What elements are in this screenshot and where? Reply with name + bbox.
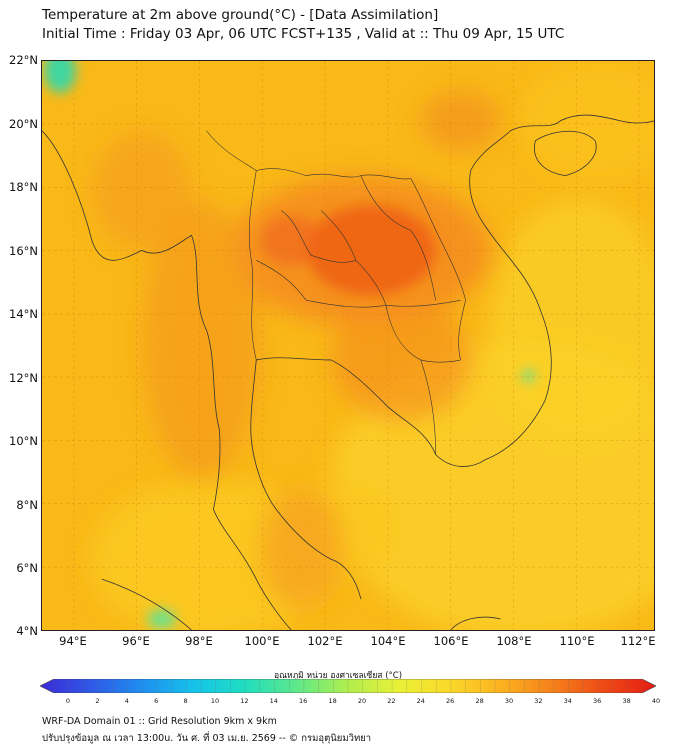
colorbar-tick-label: 14 — [269, 697, 278, 705]
lat-label-16n: 16°N — [9, 244, 38, 258]
colorbar-tick-label: 4 — [124, 697, 129, 705]
colorbar-tick-label: 16 — [299, 697, 308, 705]
colorbar-title: อุณหภูมิ หน่วย องศาเซลเซียส (°C) — [273, 671, 403, 681]
colorbar — [40, 679, 656, 693]
mild-ocean-areas — [91, 61, 654, 630]
colorbar-tick-label: 24 — [416, 697, 425, 705]
coastlines — [42, 114, 654, 630]
colorbar-tick-label: 38 — [622, 697, 631, 705]
temperature-field — [42, 61, 654, 630]
colorbar-tick-label: 22 — [387, 697, 396, 705]
lon-label-96e: 96°E — [122, 634, 150, 648]
lat-label-12n: 12°N — [9, 371, 38, 385]
warm-land-areas — [91, 90, 501, 610]
lat-label-22n: 22°N — [9, 53, 38, 67]
lon-label-108e: 108°E — [496, 634, 532, 648]
lon-label-104e: 104°E — [370, 634, 406, 648]
lat-label-20n: 20°N — [9, 117, 38, 131]
lon-label-100e: 100°E — [244, 634, 280, 648]
graticule — [42, 61, 654, 630]
lon-label-102e: 102°E — [307, 634, 343, 648]
footer-model-info: WRF-DA Domain 01 :: Grid Resolution 9km … — [42, 716, 277, 727]
lon-label-106e: 106°E — [433, 634, 469, 648]
lat-label-18n: 18°N — [9, 180, 38, 194]
colorbar-tick-label: 8 — [183, 697, 188, 705]
colorbar-tick-label: 12 — [240, 697, 249, 705]
colorbar-tick-label: 30 — [504, 697, 514, 705]
lon-label-110e: 110°E — [559, 634, 595, 648]
lat-label-10n: 10°N — [9, 434, 38, 448]
colorbar-tick-label: 40 — [651, 697, 661, 705]
colorbar-divisions — [53, 679, 643, 693]
country-borders — [206, 130, 466, 455]
map-subtitle: Initial Time : Friday 03 Apr, 06 UTC FCS… — [42, 26, 565, 42]
map-title: Temperature at 2m above ground(°C) - [Da… — [42, 7, 439, 23]
lat-label-8n: 8°N — [16, 498, 38, 512]
colorbar-tick-label: 32 — [534, 697, 543, 705]
lat-label-14n: 14°N — [9, 307, 38, 321]
temperature-map — [41, 60, 655, 631]
colorbar-tick-label: 18 — [328, 697, 337, 705]
lat-label-4n: 4°N — [16, 624, 38, 638]
lat-label-6n: 6°N — [16, 561, 38, 575]
colorbar-tick-label: 20 — [357, 697, 367, 705]
colorbar-tick-label: 2 — [95, 697, 100, 705]
colorbar-tick-label: 10 — [210, 697, 220, 705]
lon-label-112e: 112°E — [620, 634, 656, 648]
footer-credit: ปรับปรุงข้อมูล ณ เวลา 13:00u. วัน ศ. ที่… — [42, 733, 372, 744]
colorbar-tick-label: 26 — [446, 697, 455, 705]
colorbar-tick-label: 34 — [563, 697, 572, 705]
colorbar-tick-label: 6 — [154, 697, 159, 705]
colorbar-tick-label: 0 — [65, 697, 71, 705]
colorbar-tick-label: 28 — [475, 697, 484, 705]
lon-label-94e: 94°E — [59, 634, 87, 648]
colorbar-tick-label: 36 — [593, 697, 602, 705]
lon-label-98e: 98°E — [185, 634, 213, 648]
cool-spots — [43, 61, 535, 630]
